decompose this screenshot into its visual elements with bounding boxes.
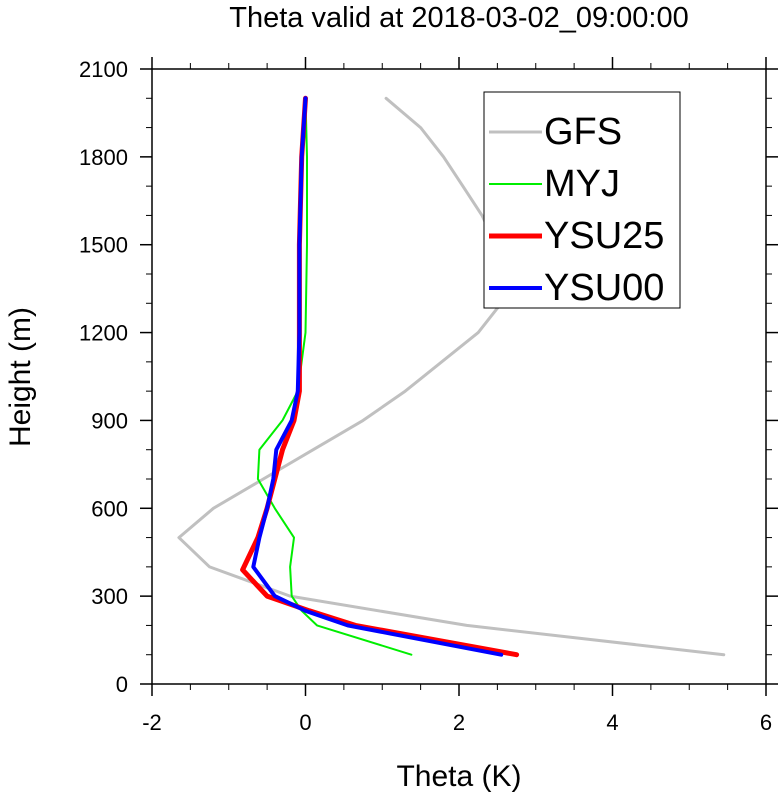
y-tick-label: 1200 [79,321,128,346]
legend-label-myj: MYJ [544,163,620,205]
y-tick-label: 600 [91,496,128,521]
y-tick-label: 900 [91,408,128,433]
plot-area [177,95,726,658]
series-line-gfs [177,96,726,657]
legend-label-ysu25: YSU25 [544,215,664,257]
legend-label-ysu00: YSU00 [544,267,664,309]
x-tick-label: 6 [760,710,772,735]
y-tick-label: 2100 [79,57,128,82]
x-tick-label: 2 [453,710,465,735]
y-axis-label: Height (m) [4,307,37,447]
y-tick-label: 1800 [79,145,128,170]
y-tick-label: 1500 [79,233,128,258]
x-tick-label: 4 [606,710,618,735]
x-tick-label: 0 [299,710,311,735]
legend-label-gfs: GFS [544,111,622,153]
legend: GFS MYJ YSU25 YSU00 [483,91,681,309]
x-axis-label: Theta (K) [396,760,521,793]
series-line-ysu25 [240,95,520,658]
x-tick-label: -2 [142,710,162,735]
chart-title: Theta valid at 2018-03-02_09:00:00 [229,2,689,34]
series-line-ysu00 [251,96,504,657]
axis-ticks: -2 0 2 4 6 0 300 600 900 1200 1500 1800 2100 [79,57,778,735]
legend-box [483,91,681,309]
y-tick-label: 300 [91,584,128,609]
y-tick-label: 0 [116,672,128,697]
series-line-myj [256,97,413,656]
